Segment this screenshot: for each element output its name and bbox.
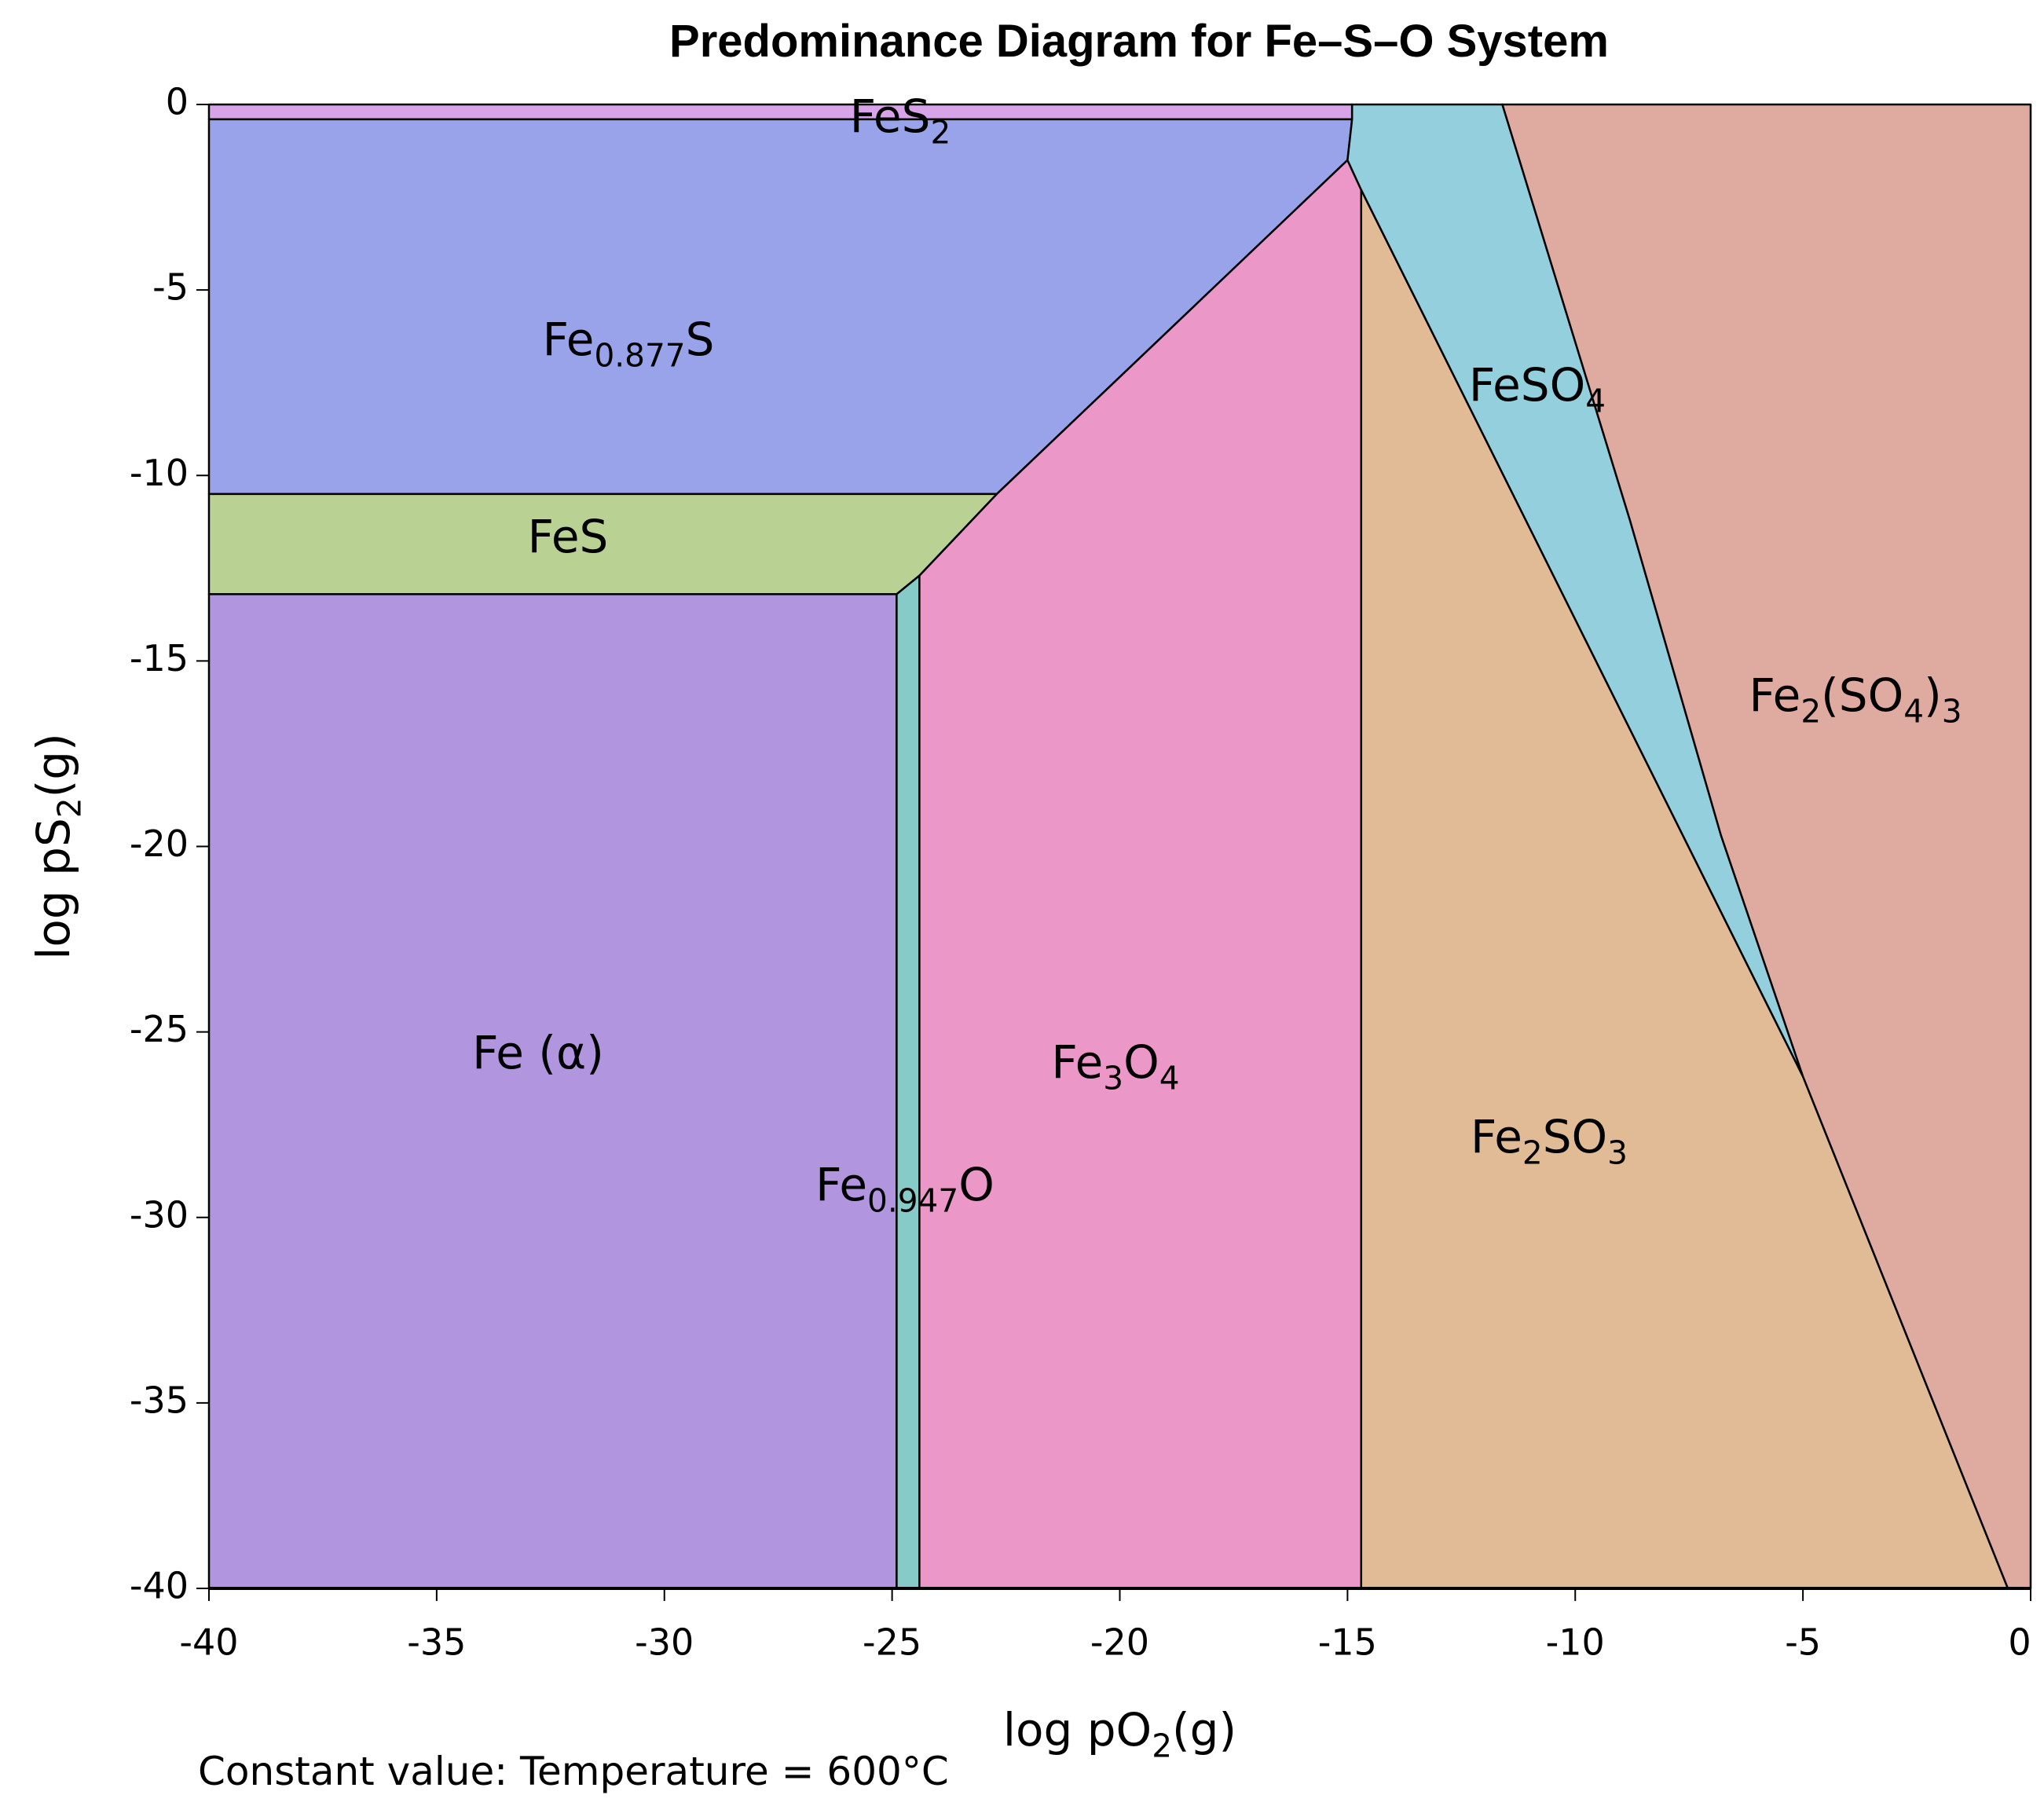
x-tick-label: -25 — [863, 1621, 921, 1664]
subscript: 4 — [1903, 693, 1924, 731]
text-part: Fe — [1749, 669, 1800, 722]
subscript: 2 — [1522, 1134, 1543, 1172]
y-tick-label: 0 — [166, 81, 189, 123]
subscript: 2 — [1800, 693, 1821, 731]
region-label: Fe2(SO4)3 — [1749, 669, 1962, 731]
region — [207, 593, 898, 1590]
text-part: O — [1123, 1035, 1159, 1089]
region-label: FeS2 — [850, 90, 951, 152]
y-tick-label: -15 — [130, 637, 189, 680]
text-part: FeSO — [1469, 358, 1585, 412]
text-part: Fe — [815, 1158, 867, 1211]
text-part: FeS — [850, 90, 931, 143]
x-tick-label: -15 — [1318, 1621, 1377, 1664]
text-part: (g) — [1172, 1703, 1236, 1757]
text-part: SO — [1543, 1110, 1607, 1163]
subscript: 0.947 — [867, 1182, 958, 1220]
y-tick-label: -25 — [130, 1008, 189, 1050]
region-label: Fe3O4 — [1051, 1035, 1179, 1097]
subscript: 3 — [1942, 693, 1962, 731]
y-tick-label: -40 — [130, 1565, 189, 1607]
subscript: 4 — [1585, 383, 1606, 420]
y-tick-label: -30 — [130, 1193, 189, 1236]
text-part: Fe — [1471, 1110, 1522, 1163]
region-label: Fe (α) — [472, 1026, 604, 1079]
subscript: 3 — [1607, 1134, 1628, 1172]
text-part: S — [686, 313, 715, 366]
y-tick-label: -35 — [130, 1379, 189, 1421]
text-part: ) — [1924, 669, 1942, 722]
x-tick-label: -20 — [1090, 1621, 1149, 1664]
region-label: FeSO4 — [1469, 358, 1606, 420]
x-tick-label: -5 — [1785, 1621, 1821, 1664]
subscript: 4 — [1159, 1060, 1180, 1097]
text-part: (SO — [1821, 669, 1903, 722]
text-part: log pO — [1003, 1703, 1152, 1757]
x-tick-label: -10 — [1546, 1621, 1605, 1664]
subscript: 2 — [1152, 1727, 1172, 1765]
y-tick-label: -10 — [130, 452, 189, 494]
text-part: Fe — [1051, 1035, 1103, 1089]
region-label: Fe0.947O — [815, 1158, 995, 1220]
text-part: FeS — [528, 510, 609, 563]
text-part: log pS — [27, 818, 80, 960]
subscript: 2 — [930, 114, 951, 152]
text-part: Fe (α) — [472, 1026, 604, 1079]
x-tick-label: 0 — [2008, 1621, 2031, 1664]
x-tick-label: -30 — [635, 1621, 694, 1664]
text-part: Fe — [543, 313, 595, 366]
y-tick-label: -20 — [130, 822, 189, 865]
annotation: Constant value: Temperature = 600°C — [198, 1749, 949, 1794]
region-label: FeS — [528, 510, 609, 563]
x-tick-label: -40 — [179, 1621, 238, 1664]
region-label: Fe0.877S — [543, 313, 715, 375]
region-label: Fe2SO3 — [1471, 1110, 1628, 1172]
text-part: O — [958, 1158, 995, 1211]
subscript: 2 — [51, 797, 89, 818]
subscript: 3 — [1103, 1060, 1123, 1097]
y-tick-label: -5 — [152, 266, 189, 309]
x-axis-title: log pO2(g) — [1003, 1703, 1236, 1765]
text-part: (g) — [27, 733, 80, 797]
subscript: 0.877 — [594, 337, 685, 375]
x-tick-label: -35 — [407, 1621, 466, 1664]
chart-title: Predominance Diagram for Fe–S–O System — [669, 16, 1609, 67]
region — [896, 574, 921, 1590]
y-axis-title: log pS2(g) — [27, 733, 89, 959]
region — [207, 103, 1354, 121]
